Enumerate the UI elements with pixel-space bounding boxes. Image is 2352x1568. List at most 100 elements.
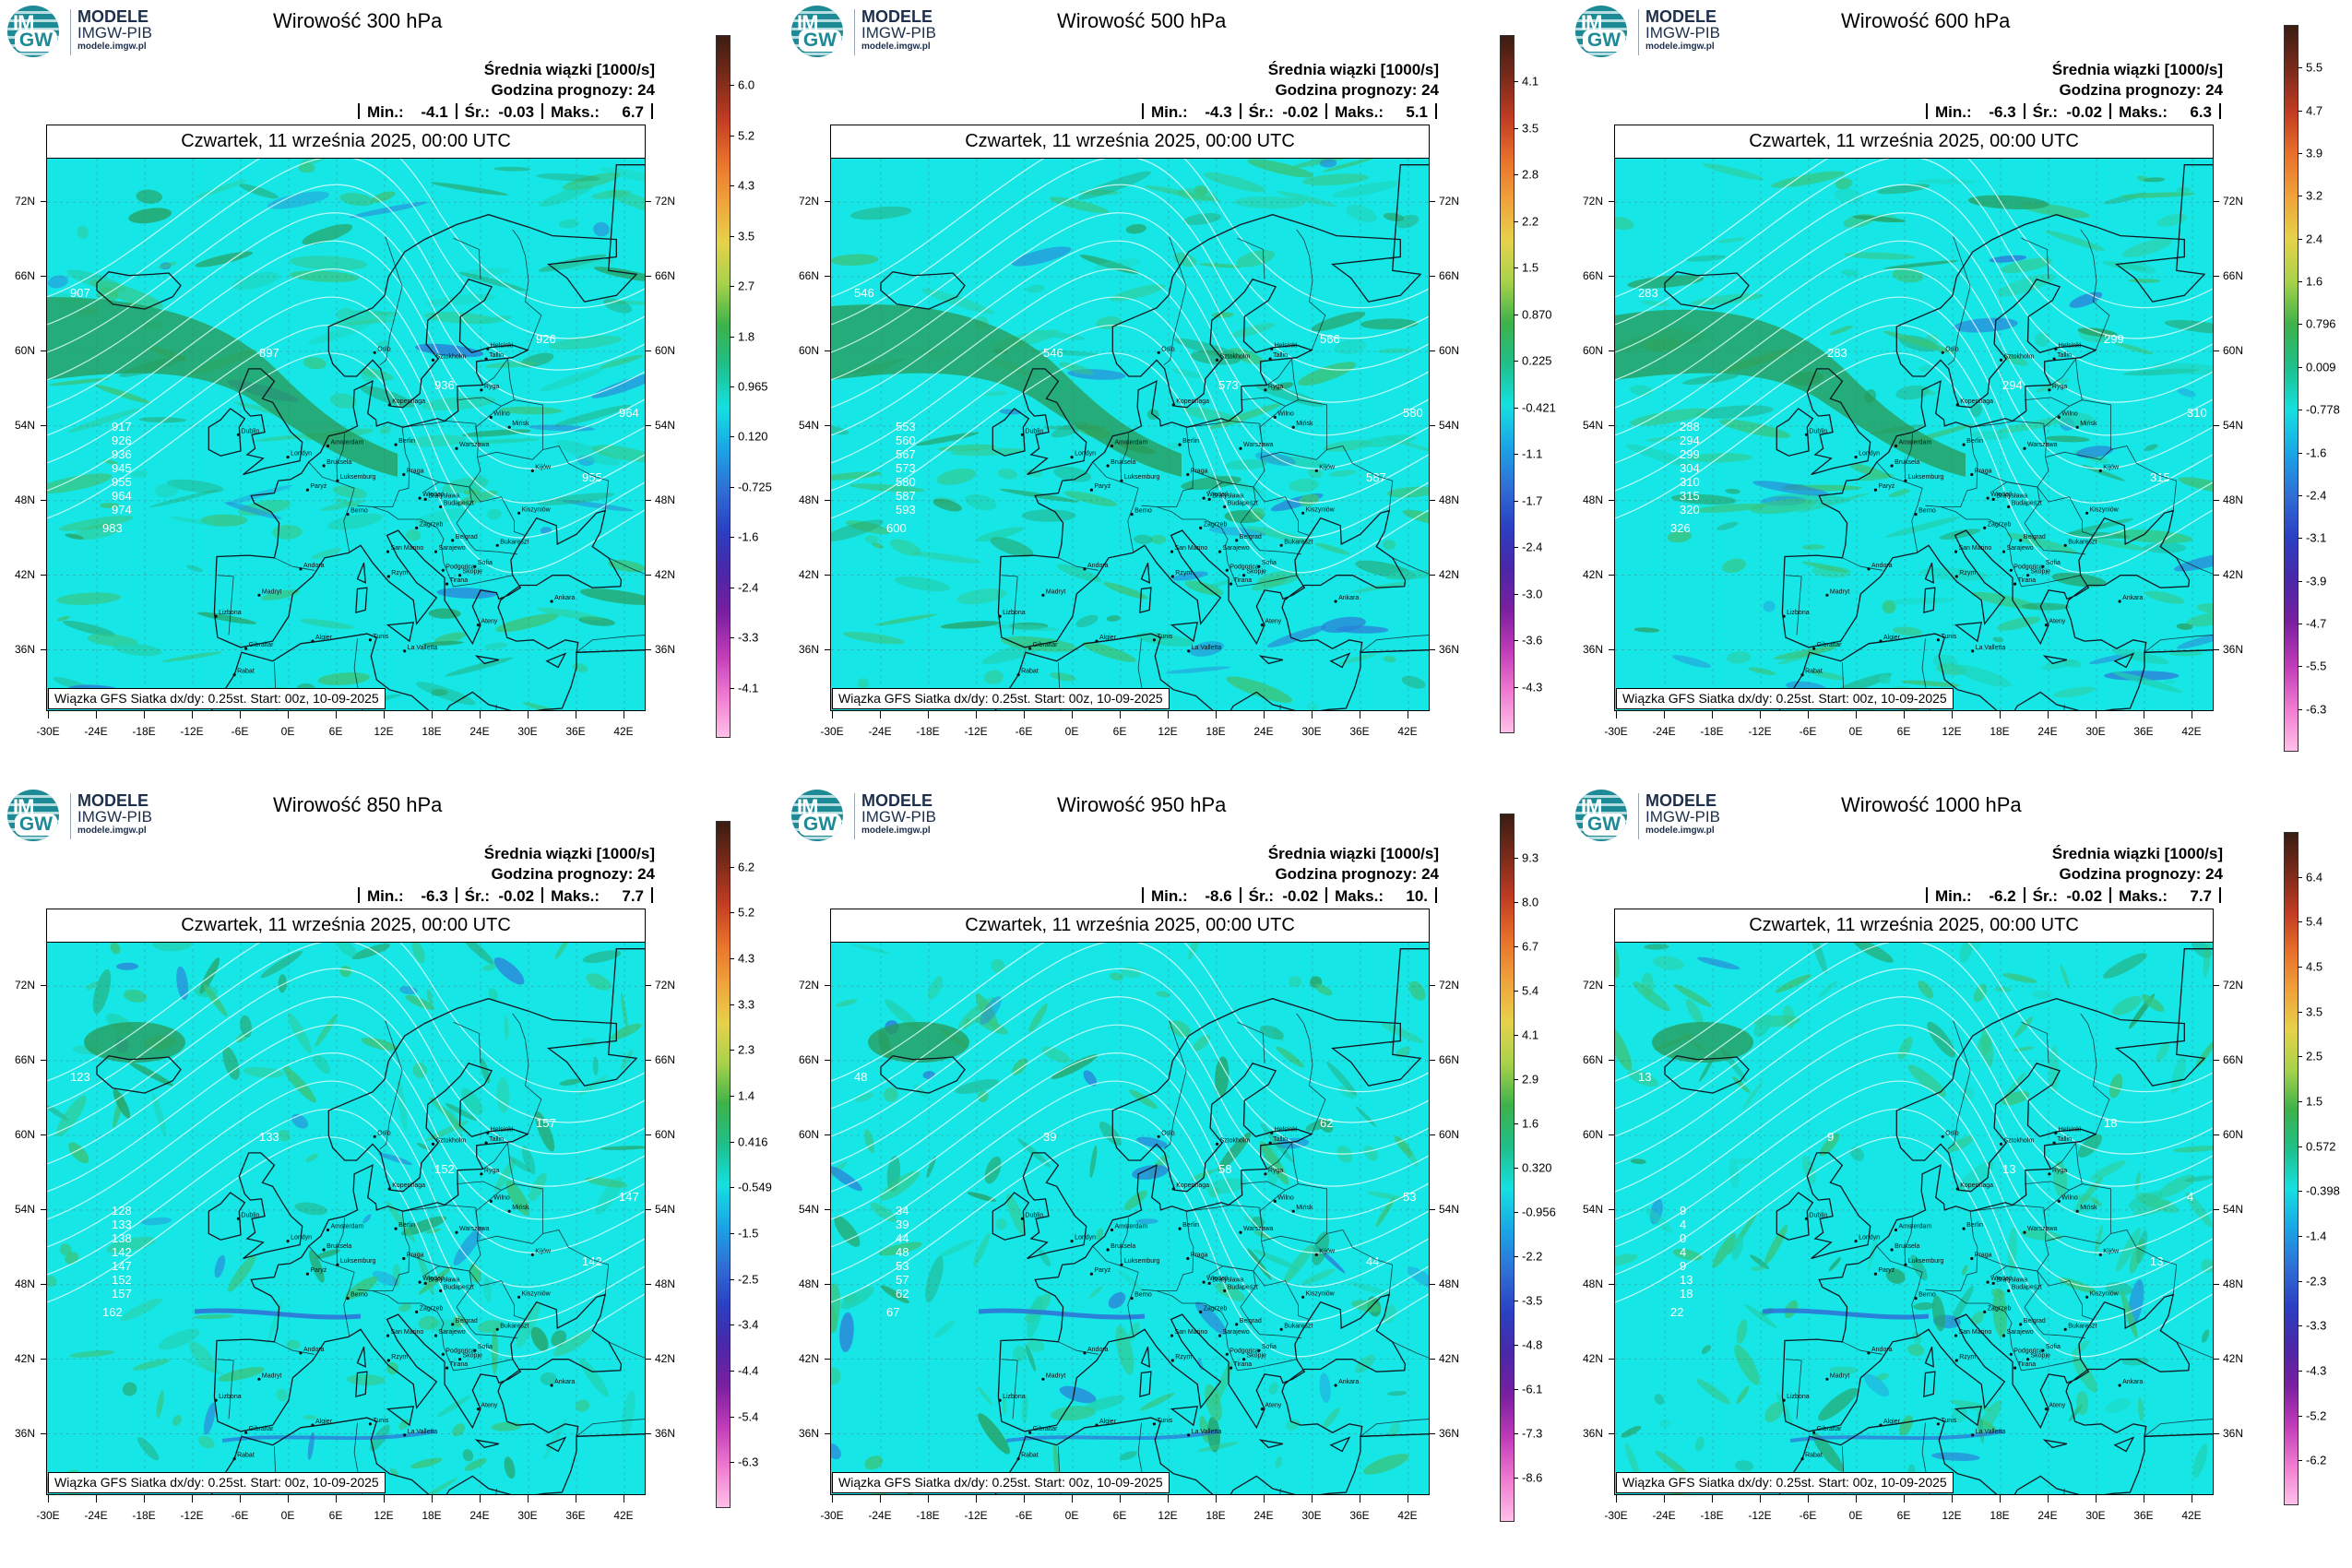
capital-label: Rzym — [391, 570, 408, 576]
country-border — [2050, 358, 2076, 386]
vorticity-patch — [131, 470, 148, 478]
vorticity-patch — [463, 489, 481, 495]
vorticity-patch — [855, 1092, 874, 1102]
vorticity-patch — [183, 1358, 224, 1375]
coastline — [880, 271, 966, 310]
capital-dot — [1110, 1228, 1114, 1232]
vorticity-patch — [2192, 1443, 2208, 1479]
latitude-tick — [41, 350, 46, 351]
vorticity-patch — [1011, 1058, 1028, 1075]
longitude-label: -30E — [36, 1509, 60, 1522]
coastlines — [96, 948, 645, 1494]
panel-title: Wirowość 950 hPa — [1057, 793, 1227, 816]
longitude-label: 12E — [374, 1509, 394, 1522]
isoline-label: 62 — [1320, 1116, 1333, 1130]
capital-label: Kiszyniów — [522, 1290, 552, 1297]
vorticity-patch — [950, 447, 1025, 457]
capital-dot — [1202, 496, 1206, 500]
capital-dot — [2023, 446, 2026, 450]
capital-label: Lizbona — [219, 1394, 242, 1400]
capital-dot — [445, 1366, 449, 1370]
vorticity-patch — [1226, 676, 1293, 703]
vorticity-patch — [1811, 671, 1845, 681]
vorticity-patch — [1312, 1231, 1330, 1266]
latitude-tick — [1430, 1208, 1435, 1210]
vorticity-patch — [608, 190, 645, 213]
ensemble-mean-label: Średnia wiązki [1000/s] — [1267, 845, 1439, 862]
map-panel: IM GW MODELE IMGW-PIB modele.imgw.pl Wirowość… — [0, 0, 784, 784]
capital-dot — [1264, 388, 1267, 392]
colorbar-label: -6.3 — [738, 1455, 759, 1469]
capital-dot — [1986, 496, 1990, 500]
isoline-label: 580 — [1403, 406, 1423, 420]
colorbar-tick — [1514, 1389, 1518, 1390]
vorticity-patch — [1625, 444, 1693, 468]
capital-label: Skopje — [463, 569, 483, 576]
stats-separator — [1325, 887, 1328, 903]
capital-label: Ankara — [1338, 595, 1359, 601]
isoline-label: 283 — [1827, 346, 1847, 360]
vorticity-patch — [1939, 529, 1981, 540]
country-border — [1991, 1265, 2085, 1339]
vorticity-patch — [1021, 509, 1076, 522]
vorticity-patch — [488, 988, 498, 1001]
logo-title: MODELE — [1645, 791, 1717, 810]
capital-label: Ankara — [2122, 595, 2143, 601]
isoline-label: 553 — [896, 420, 916, 434]
capital-label: La Valletta — [1976, 645, 2006, 651]
longitude-label: 6E — [1896, 725, 1911, 738]
vorticity-patch — [1835, 177, 1853, 190]
vorticity-patch — [879, 1170, 921, 1201]
capital-label: Tallin — [2057, 352, 2072, 359]
isoline — [1615, 1108, 2213, 1323]
vorticity-patch — [485, 361, 537, 369]
isoline — [47, 212, 645, 403]
colorbar-label: 2.5 — [2306, 1049, 2323, 1063]
longitude-label: 36E — [1349, 1509, 1370, 1522]
colorbar-tick — [2298, 238, 2302, 240]
capital-dot — [2075, 425, 2079, 429]
coastline — [997, 948, 1429, 1437]
latitude-tick — [41, 1432, 46, 1434]
capital-label: Berlin — [398, 438, 415, 445]
forecast-hour-label: Godzina prognozy: 24 — [491, 81, 655, 99]
longitude-tick — [432, 711, 433, 719]
colorbar-tick — [730, 1233, 734, 1234]
vorticity-patch — [975, 993, 999, 1029]
vorticity-patch — [600, 167, 645, 185]
capital-label: Berno — [350, 1292, 368, 1299]
latitude-label-left: 60N — [15, 343, 36, 357]
ensemble-mean-label: Średnia wiązki [1000/s] — [2051, 845, 2223, 862]
capital-label: Berno — [1918, 508, 1936, 515]
coastline — [1924, 1346, 1934, 1368]
capital-label: Andora — [303, 563, 325, 569]
longitude-tick — [480, 1495, 481, 1503]
latitude-tick — [2214, 276, 2219, 278]
vorticity-patch — [1954, 664, 2012, 688]
vorticity-patch — [303, 357, 327, 370]
longitude-label: -6E — [1015, 1509, 1033, 1522]
coastline — [1022, 1152, 1087, 1260]
capital-dot — [214, 614, 218, 618]
longitude-label: 30E — [2085, 725, 2106, 738]
country-border — [1207, 1265, 1301, 1339]
latitude-label-left: 36N — [1583, 1426, 1604, 1440]
isoline-label: 955 — [582, 470, 602, 484]
vorticity-patch — [69, 1349, 115, 1358]
country-border — [274, 1341, 315, 1355]
logo-url: modele.imgw.pl — [77, 826, 147, 836]
capital-dot — [1239, 446, 1242, 450]
longitude-label: 36E — [2133, 1509, 2154, 1522]
capital-dot — [457, 574, 462, 577]
colorbar-tick — [2298, 538, 2302, 540]
colorbar-label: 2.2 — [1522, 214, 1539, 229]
isoline — [831, 296, 1429, 504]
stats-separator — [1239, 887, 1241, 903]
longitude-tick — [2000, 1495, 2001, 1503]
vorticity-patch — [1383, 1304, 1396, 1324]
colorbar-label: -4.1 — [738, 681, 759, 695]
capital-dot — [480, 388, 483, 392]
vorticity-patch — [997, 469, 1017, 480]
coastline — [1778, 1417, 2213, 1494]
longitude-tick — [1952, 711, 1953, 719]
